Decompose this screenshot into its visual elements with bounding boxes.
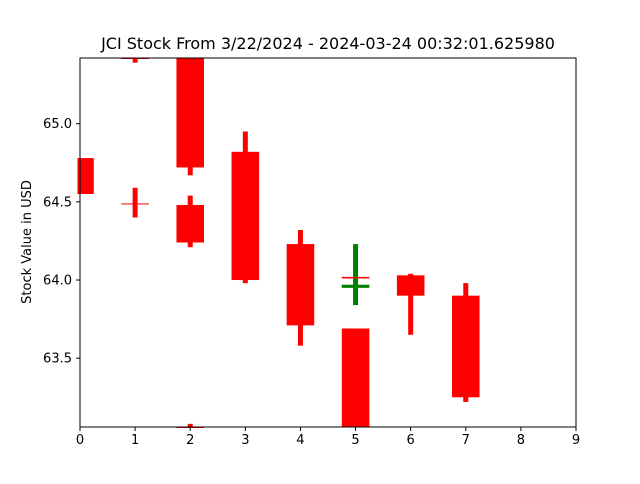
- x-tick-label: 5: [351, 433, 359, 448]
- candle-wick: [132, 187, 138, 218]
- candle: [286, 229, 315, 346]
- candle-body: [176, 204, 204, 243]
- y-tick-label: 64.5: [43, 195, 72, 210]
- chart-title: JCI Stock From 3/22/2024 - 2024-03-24 00…: [100, 34, 555, 53]
- x-tick-label: 7: [462, 433, 470, 448]
- candle-body: [452, 295, 480, 398]
- candle: [396, 273, 425, 335]
- candle: [341, 276, 370, 279]
- x-tick-label: 3: [241, 433, 249, 448]
- x-tick-label: 0: [76, 433, 84, 448]
- candle-body: [341, 328, 370, 427]
- candle-wick: [132, 58, 138, 63]
- candle-body: [341, 276, 370, 279]
- candle-wick: [353, 244, 359, 306]
- candle-body: [231, 151, 260, 281]
- x-tick-label: 4: [296, 433, 304, 448]
- candle: [231, 131, 260, 284]
- x-tick-label: 6: [407, 433, 415, 448]
- candle: [341, 244, 370, 306]
- candle: [176, 195, 204, 248]
- candle-body: [396, 275, 425, 296]
- plot-frame: [79, 57, 577, 428]
- candle-body: [176, 58, 204, 168]
- candle-body: [121, 203, 149, 205]
- y-tick-label: 63.5: [43, 352, 72, 367]
- x-tick-label: 1: [131, 433, 139, 448]
- y-axis-label: Stock Value in USD: [20, 180, 35, 304]
- x-tick-label: 8: [517, 433, 525, 448]
- x-tick-label: 2: [186, 433, 194, 448]
- candle-body: [80, 158, 94, 195]
- candle: [121, 187, 149, 218]
- candle: [176, 58, 204, 176]
- candle: [341, 328, 370, 427]
- axis-ticks: 0 1 2 3 4 5 6 7 8 9 63.5 64.0 64.5 65.0: [43, 117, 580, 448]
- y-tick-label: 64.0: [43, 274, 72, 289]
- y-tick-label: 65.0: [43, 117, 72, 132]
- candles-layer: [77, 58, 480, 428]
- candle-body: [286, 244, 315, 326]
- candle-wick: [408, 273, 414, 335]
- x-tick-label: 9: [572, 433, 580, 448]
- candle: [452, 283, 480, 402]
- candle-body: [341, 284, 370, 288]
- candle-wick: [187, 423, 193, 427]
